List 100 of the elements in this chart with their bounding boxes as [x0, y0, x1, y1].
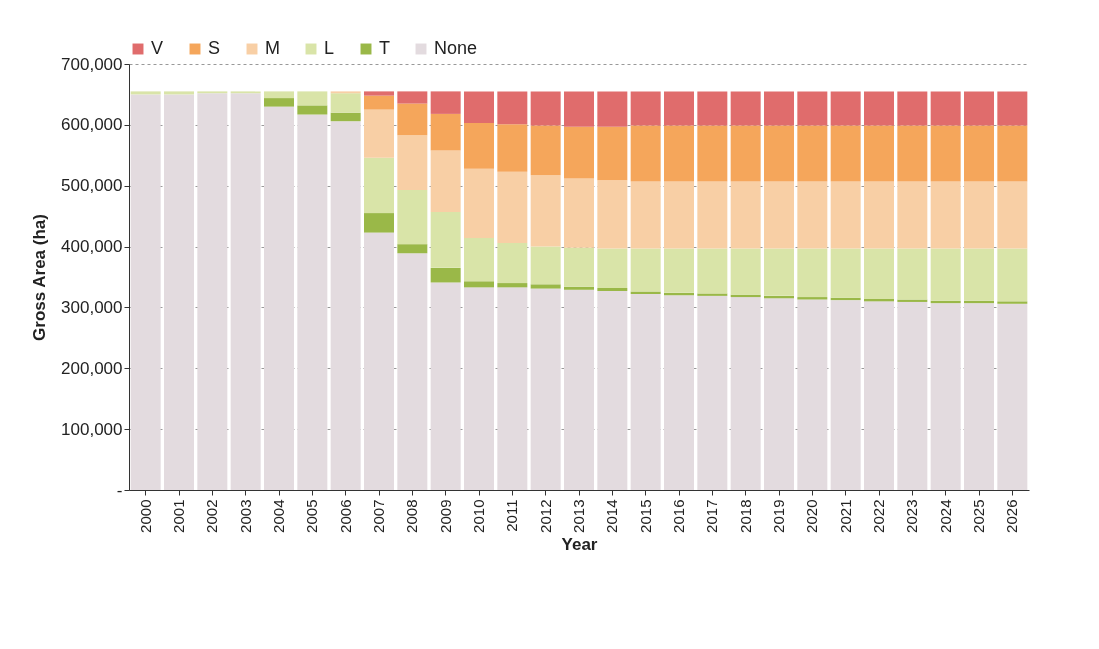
bar	[630, 181, 661, 249]
bar	[564, 289, 594, 490]
bar	[764, 248, 794, 296]
bar	[797, 91, 828, 126]
bar	[930, 125, 961, 182]
bar	[330, 121, 361, 490]
bar	[664, 295, 694, 490]
x-tick-label: 2016	[670, 499, 687, 533]
bar	[997, 91, 1028, 126]
bar	[730, 91, 761, 126]
x-tick-label: 2022	[870, 499, 887, 533]
bar	[597, 291, 628, 490]
bar	[830, 248, 861, 298]
x-tick-label: 2005	[303, 499, 321, 533]
y-tick-label: 200,000	[61, 358, 123, 378]
bar	[630, 294, 661, 490]
bar	[364, 91, 394, 96]
bar	[530, 284, 561, 289]
bar	[764, 91, 794, 126]
bar	[697, 91, 728, 126]
bar	[697, 125, 728, 182]
bar	[364, 95, 394, 110]
x-tick-label: 2008	[403, 499, 421, 533]
y-tick-label: 100,000	[61, 419, 123, 439]
bar	[730, 297, 761, 490]
bar	[997, 301, 1028, 304]
bar	[864, 301, 894, 490]
bar	[430, 91, 461, 114]
bar	[597, 126, 628, 181]
bar	[630, 125, 661, 182]
bar	[297, 114, 328, 490]
bar	[564, 178, 594, 248]
bar	[797, 248, 828, 298]
x-tick-label: 2018	[736, 499, 754, 533]
bar	[164, 91, 194, 95]
y-tick-label: 400,000	[61, 237, 123, 257]
bar	[997, 125, 1028, 182]
bar	[864, 91, 894, 126]
x-tick-label: 2023	[903, 499, 921, 533]
bar	[464, 281, 494, 288]
bar	[497, 124, 528, 172]
legend-label: T	[379, 38, 390, 58]
bar	[530, 91, 561, 126]
bar	[497, 242, 528, 284]
bar	[630, 248, 661, 292]
bar	[197, 93, 228, 490]
bar	[830, 125, 861, 182]
bar	[497, 91, 528, 125]
bar	[597, 248, 628, 288]
bar	[264, 106, 294, 490]
bar	[997, 181, 1028, 249]
bar	[264, 98, 294, 107]
bar	[497, 171, 528, 243]
bar	[397, 253, 428, 490]
bar	[330, 93, 361, 113]
x-tick-label: 2014	[603, 499, 621, 533]
bar	[964, 248, 994, 301]
bar	[464, 238, 494, 282]
x-tick-label: 2019	[770, 499, 787, 533]
legend-label: S	[208, 38, 221, 58]
bar	[530, 175, 561, 247]
bar	[364, 232, 394, 490]
bar	[230, 93, 261, 490]
bar	[397, 135, 428, 190]
x-tick-label: 2011	[503, 499, 521, 532]
bar	[664, 248, 694, 293]
bar	[464, 123, 494, 169]
bar	[664, 91, 694, 126]
bar	[264, 91, 294, 99]
x-tick-label: 2003	[236, 499, 254, 533]
x-axis-title: Year	[561, 534, 598, 554]
bar	[764, 125, 794, 182]
x-tick-label: 2021	[836, 499, 854, 533]
x-tick-label: 2006	[336, 499, 354, 533]
bar	[497, 287, 528, 490]
x-tick-label: 2001	[170, 499, 187, 533]
bar	[630, 91, 661, 126]
bar	[464, 287, 494, 490]
x-tick-label: 2009	[436, 499, 454, 533]
bar	[697, 181, 728, 249]
bar	[930, 248, 961, 301]
bar	[930, 91, 961, 126]
bar	[130, 91, 161, 95]
bar	[764, 298, 794, 490]
bar	[597, 180, 628, 249]
bar	[397, 244, 428, 254]
bar	[797, 125, 828, 182]
bar	[530, 125, 561, 176]
x-tick-label: 2017	[703, 499, 721, 533]
y-tick-label: 700,000	[61, 54, 123, 74]
bar	[664, 181, 694, 249]
bar	[864, 181, 894, 249]
bar	[964, 303, 994, 490]
bar	[930, 181, 961, 249]
bar	[397, 103, 428, 136]
bar	[464, 91, 494, 124]
bar	[430, 113, 461, 151]
bar	[530, 288, 561, 490]
x-tick-label: 2025	[970, 499, 987, 533]
x-tick-label: 2013	[570, 499, 587, 533]
